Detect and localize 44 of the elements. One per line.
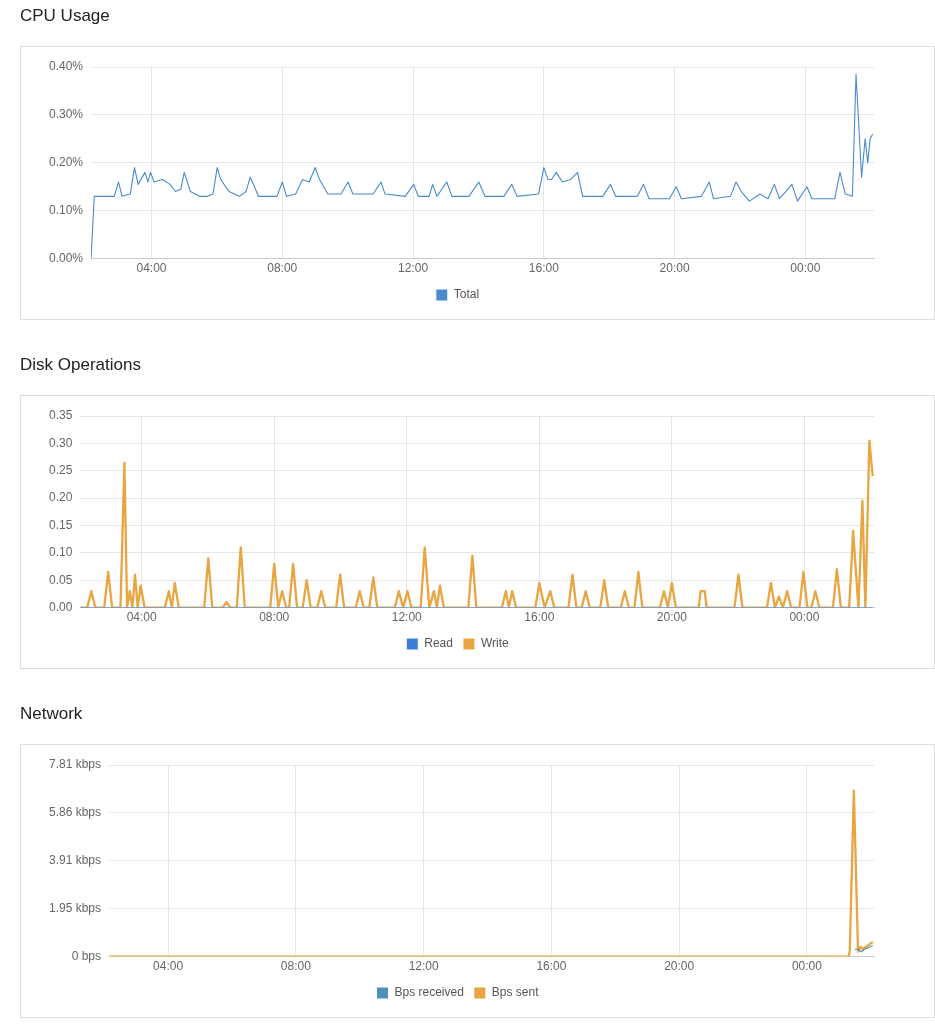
y-tick-label: 0.40% — [48, 59, 84, 74]
x-tick-label: 00:00 — [791, 959, 823, 974]
x-tick-label: 20:00 — [659, 261, 690, 276]
x-tick-label: 04:00 — [126, 610, 157, 625]
x-tick-label: 16:00 — [528, 261, 560, 276]
y-tick-label: 0.30 — [49, 435, 73, 450]
x-tick-label: 08:00 — [267, 261, 298, 276]
y-tick-label: 7.81 kbps — [48, 757, 102, 772]
legend-label: Write — [480, 636, 510, 651]
y-tick-label: 5.86 kbps — [48, 805, 102, 820]
y-tick-label: 0.15 — [49, 517, 73, 532]
legend-label: Total — [453, 287, 480, 302]
y-tick-label: 0.00% — [48, 250, 84, 265]
y-tick-label: 0.00 — [49, 599, 73, 614]
chart-title: Disk Operations — [20, 355, 141, 375]
y-tick-label: 0.10 — [49, 545, 73, 560]
x-tick-label: 12:00 — [391, 610, 423, 625]
x-tick-label: 20:00 — [656, 610, 688, 625]
y-tick-label: 0.35 — [49, 408, 73, 423]
x-tick-label: 08:00 — [280, 959, 312, 974]
y-tick-label: 1.95 kbps — [48, 901, 102, 916]
x-tick-label: 04:00 — [153, 959, 184, 974]
x-tick-label: 16:00 — [536, 959, 567, 974]
y-tick-label: 0.25 — [49, 463, 73, 478]
y-tick-label: 0.20 — [49, 490, 73, 505]
chart-title: Network — [20, 704, 83, 724]
x-tick-label: 16:00 — [524, 610, 555, 625]
chart-title: CPU Usage — [20, 6, 110, 26]
y-tick-label: 0.10% — [48, 203, 84, 218]
legend-label: Bps received — [394, 985, 464, 1000]
y-tick-label: 3.91 kbps — [48, 852, 102, 867]
y-tick-label: 0.05 — [49, 572, 73, 587]
y-tick-label: 0 bps — [71, 948, 102, 963]
legend-label: Read — [424, 636, 453, 651]
y-tick-label: 0.30% — [48, 107, 84, 122]
x-tick-label: 00:00 — [789, 610, 820, 625]
x-tick-label: 00:00 — [790, 261, 821, 276]
legend-label: Bps sent — [491, 985, 540, 1000]
y-tick-label: 0.20% — [48, 155, 84, 170]
x-tick-label: 20:00 — [664, 959, 695, 974]
x-tick-label: 08:00 — [259, 610, 290, 625]
x-tick-label: 04:00 — [136, 261, 167, 276]
x-tick-label: 12:00 — [398, 261, 429, 276]
x-tick-label: 12:00 — [408, 959, 439, 974]
